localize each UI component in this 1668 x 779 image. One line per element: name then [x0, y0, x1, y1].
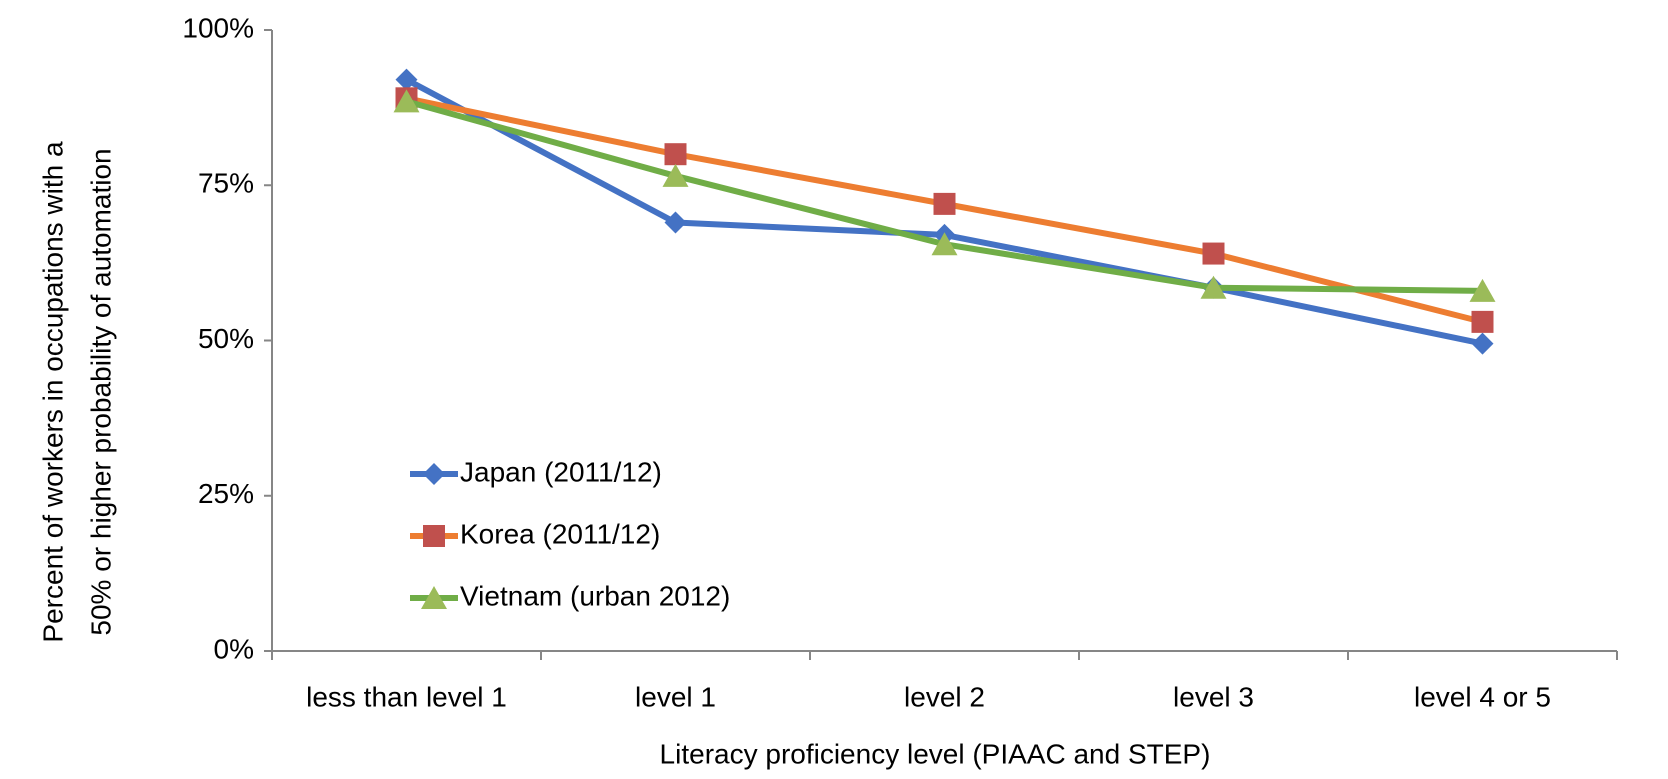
y-tick-label: 0%: [214, 633, 254, 664]
data-point: [933, 192, 956, 215]
data-point: [1200, 275, 1227, 299]
legend-label: Vietnam (urban 2012): [460, 580, 730, 611]
legend-label: Japan (2011/12): [460, 456, 662, 487]
x-tick-label: level 1: [635, 681, 716, 712]
x-tick-label: level 3: [1173, 681, 1254, 712]
data-point: [664, 143, 687, 166]
x-axis-title: Literacy proficiency level (PIAAC and ST…: [660, 738, 1211, 769]
legend-marker: [421, 586, 447, 609]
y-tick-label: 100%: [182, 12, 254, 43]
data-point: [393, 89, 420, 113]
y-tick-label: 75%: [198, 168, 254, 199]
y-tick-label: 50%: [198, 323, 254, 354]
y-axis-title: 50% or higher probability of automation: [85, 148, 116, 635]
legend-marker: [423, 525, 445, 547]
y-tick-label: 25%: [198, 478, 254, 509]
data-point: [1202, 242, 1225, 265]
data-point: [1471, 332, 1494, 355]
data-point: [1469, 278, 1496, 302]
x-tick-label: level 2: [904, 681, 985, 712]
legend-marker: [423, 463, 445, 485]
x-tick-label: level 4 or 5: [1414, 681, 1551, 712]
data-point: [395, 68, 418, 91]
x-tick-label: less than level 1: [306, 681, 507, 712]
data-point: [664, 211, 687, 234]
legend-label: Korea (2011/12): [460, 518, 660, 549]
data-point: [1471, 310, 1494, 333]
data-point: [662, 163, 689, 187]
data-point: [931, 232, 958, 256]
y-axis-title: Percent of workers in occupations with a: [37, 141, 68, 643]
